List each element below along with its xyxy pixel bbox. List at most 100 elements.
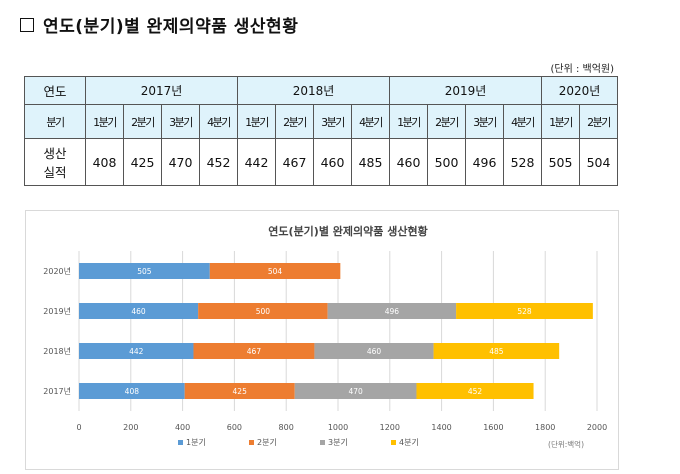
x-tick-label: 0 <box>76 423 81 432</box>
data-label: 452 <box>468 387 483 396</box>
quarter-cell: 1분기 <box>389 104 428 139</box>
quarter-header-row: 분기 1분기 2분기 3분기 4분기 1분기 2분기 3분기 4분기 1분기 2… <box>24 104 618 139</box>
quarter-cell: 1분기 <box>85 104 124 139</box>
bar-segment <box>79 343 194 359</box>
x-tick-label: 400 <box>175 423 190 432</box>
value-cell: 425 <box>123 138 162 186</box>
year-cell-2019: 2019년 <box>389 76 542 105</box>
year-header-row: 연도 2017년 2018년 2019년 2020년 <box>24 76 618 105</box>
value-cell: 496 <box>465 138 504 186</box>
data-label: 504 <box>268 267 283 276</box>
bar-segment <box>184 383 295 399</box>
value-cell: 528 <box>503 138 542 186</box>
data-label: 470 <box>348 387 363 396</box>
bar-segment <box>79 303 199 319</box>
bar-segment <box>198 303 328 319</box>
legend-swatch <box>178 440 183 445</box>
production-table: 연도 2017년 2018년 2019년 2020년 분기 1분기 2분기 3분… <box>24 76 618 186</box>
legend-label: 4분기 <box>399 438 419 447</box>
year-label-cell: 연도 <box>24 76 86 105</box>
chart-container: 연도(분기)별 완제의약품 생산현황 0 200 400 600 800 1000 1200 1… <box>25 210 619 470</box>
quarter-cell: 1분기 <box>541 104 580 139</box>
data-label: 408 <box>125 387 140 396</box>
value-cell: 442 <box>237 138 276 186</box>
page-heading: 연도(분기)별 완제의약품 생산현황 <box>20 12 298 37</box>
quarter-cell: 1분기 <box>237 104 276 139</box>
stacked-bar-chart: 연도(분기)별 완제의약품 생산현황 0 200 400 600 800 1000 1200 1… <box>43 224 607 449</box>
quarter-cell: 3분기 <box>161 104 200 139</box>
quarter-cell: 3분기 <box>465 104 504 139</box>
data-label: 442 <box>129 347 144 356</box>
production-values-row: 생산 실적 408 425 470 452 442 467 460 485 46… <box>24 138 618 186</box>
legend-label: 2분기 <box>257 438 277 447</box>
quarter-cell: 2분기 <box>579 104 618 139</box>
legend-label: 3분기 <box>328 438 348 447</box>
chart-title: 연도(분기)별 완제의약품 생산현황 <box>268 224 427 238</box>
data-label: 425 <box>233 387 248 396</box>
y-tick-label: 2019년 <box>43 306 71 316</box>
x-tick-label: 1400 <box>431 423 451 432</box>
value-cell: 460 <box>389 138 428 186</box>
data-label: 460 <box>131 307 146 316</box>
bar-segment <box>79 383 185 399</box>
value-cell: 470 <box>161 138 200 186</box>
legend-swatch <box>391 440 396 445</box>
bar-segment <box>416 383 534 399</box>
bar-segment <box>193 343 315 359</box>
data-label: 460 <box>367 347 382 356</box>
year-cell-2020: 2020년 <box>541 76 618 105</box>
legend-swatch <box>320 440 325 445</box>
bar-segment <box>79 263 210 279</box>
value-cell: 452 <box>199 138 238 186</box>
bar-segment <box>209 263 341 279</box>
quarter-cell: 2분기 <box>275 104 314 139</box>
x-tick-label: 800 <box>279 423 294 432</box>
year-cell-2017: 2017년 <box>85 76 238 105</box>
data-label: 528 <box>517 307 532 316</box>
bar-segment <box>327 303 457 319</box>
bar-segment <box>294 383 417 399</box>
data-label: 467 <box>247 347 262 356</box>
x-tick-label: 200 <box>123 423 138 432</box>
y-tick-label: 2017년 <box>43 386 71 396</box>
data-label: 500 <box>256 307 271 316</box>
quarter-cell: 4분기 <box>503 104 542 139</box>
x-tick-label: 1000 <box>328 423 348 432</box>
value-cell: 408 <box>85 138 124 186</box>
bar-segment <box>314 343 434 359</box>
x-tick-label: 1600 <box>483 423 503 432</box>
y-tick-label: 2018년 <box>43 346 71 356</box>
bar-segment <box>456 303 593 319</box>
chart-unit-note: (단위:백억) <box>548 439 584 449</box>
x-tick-label: 600 <box>227 423 242 432</box>
quarter-cell: 4분기 <box>351 104 390 139</box>
quarter-cell: 2분기 <box>123 104 162 139</box>
production-label-cell: 생산 실적 <box>24 138 86 186</box>
y-tick-label: 2020년 <box>43 266 71 276</box>
year-cell-2018: 2018년 <box>237 76 390 105</box>
bar-segment <box>433 343 560 359</box>
square-bullet-icon <box>20 17 34 32</box>
x-tick-label: 1200 <box>380 423 400 432</box>
value-cell: 505 <box>541 138 580 186</box>
value-cell: 500 <box>427 138 466 186</box>
row-label-line: 생산 <box>43 146 67 161</box>
quarter-cell: 2분기 <box>427 104 466 139</box>
legend-label: 1분기 <box>186 438 206 447</box>
value-cell: 504 <box>579 138 618 186</box>
heading-text: 연도(분기)별 완제의약품 생산현황 <box>43 17 299 37</box>
x-tick-label: 2000 <box>587 423 607 432</box>
quarter-label-cell: 분기 <box>24 104 86 139</box>
x-tick-label: 1800 <box>535 423 555 432</box>
quarter-cell: 4분기 <box>199 104 238 139</box>
row-label-line: 실적 <box>43 165 67 180</box>
legend-swatch <box>249 440 254 445</box>
data-label: 485 <box>489 347 504 356</box>
unit-note: (단위 : 백억원) <box>550 64 614 75</box>
value-cell: 467 <box>275 138 314 186</box>
quarter-cell: 3분기 <box>313 104 352 139</box>
data-label: 505 <box>137 267 152 276</box>
value-cell: 485 <box>351 138 390 186</box>
value-cell: 460 <box>313 138 352 186</box>
data-label: 496 <box>385 307 400 316</box>
